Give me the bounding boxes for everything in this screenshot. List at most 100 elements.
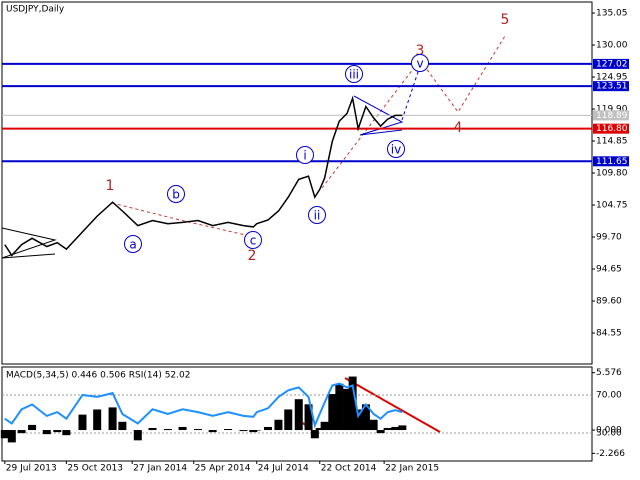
y-tick-label: 135.05	[596, 9, 628, 19]
macd-bar	[274, 419, 283, 431]
y-tick-label: 104.75	[596, 201, 628, 211]
wave-label: iii	[349, 68, 359, 82]
macd-bar	[133, 430, 142, 441]
level-box	[593, 123, 629, 134]
macd-bar	[93, 409, 102, 431]
y-tick-label: 99.70	[596, 233, 622, 243]
macd-bar	[354, 409, 363, 431]
wave-label: 3	[416, 43, 425, 59]
macd-bar	[17, 430, 26, 434]
y-tick-label: 130.00	[596, 41, 628, 51]
x-tick-label: 25 Apr 2014	[195, 464, 251, 474]
wave-circle	[296, 146, 314, 164]
macd-bar	[252, 430, 261, 431]
rsi-line	[4, 382, 403, 429]
y-tick-label: 114.85	[596, 137, 628, 147]
wave-circle	[124, 235, 142, 253]
x-tick-label: 24 Jul 2014	[258, 464, 309, 474]
wave-circle	[387, 140, 405, 158]
y-tick-label: 124.95	[596, 73, 628, 83]
y-tick-label: 84.55	[596, 329, 622, 339]
indicator-title: MACD(5,34,5) 0.446 0.506 RSI(14) 52.02	[6, 371, 190, 381]
y-tick-label: 109.80	[596, 169, 628, 179]
macd-bar	[343, 388, 352, 431]
y-tick-label: 119.90	[596, 105, 628, 115]
y-tick-label: -2.266	[596, 449, 625, 459]
trend-line	[344, 377, 441, 433]
macd-bar	[148, 427, 157, 431]
macd-bar	[320, 421, 329, 431]
wave-label: 1	[106, 178, 115, 194]
y2-tick-label: 30.00	[596, 428, 622, 438]
x-tick-label: 29 Jul 2013	[6, 464, 57, 474]
y-tick-label: 0.000	[596, 426, 622, 436]
level-label: 127.02	[596, 59, 628, 69]
macd-bar	[249, 430, 258, 433]
wave-label: 4	[454, 120, 463, 136]
macd-bar	[7, 430, 16, 443]
macd-bar	[383, 427, 392, 431]
x-tick-label: 22 Oct 2014	[321, 464, 377, 474]
wave-circle	[345, 65, 363, 83]
x-tick-label: 22 Jan 2015	[385, 464, 439, 474]
level-label: 116.80	[596, 124, 628, 134]
wave-label: b	[172, 188, 180, 202]
triangle-line	[1, 227, 57, 259]
macd-bar	[178, 426, 187, 431]
macd-bar	[78, 414, 87, 431]
chart-title: USDJPY,Daily	[6, 5, 65, 15]
wave-line	[321, 59, 421, 189]
wave-circle	[167, 185, 185, 203]
macd-bar	[0, 430, 9, 439]
y-tick-label: 89.60	[596, 297, 622, 307]
y2-tick-label: 70.00	[596, 391, 622, 401]
wave-circle	[308, 206, 326, 224]
macd-bar	[376, 430, 385, 434]
wave-label: 2	[248, 248, 257, 264]
macd-bar	[163, 429, 172, 431]
wave-label: v	[416, 57, 423, 71]
macd-panel	[1, 366, 593, 462]
level-box	[593, 58, 629, 69]
main-panel	[1, 1, 593, 365]
macd-bar	[62, 430, 71, 436]
y-tick-label: 94.65	[596, 265, 622, 275]
wave-label: ii	[314, 209, 321, 223]
macd-bar	[193, 429, 202, 431]
last-price-box	[593, 110, 629, 121]
wave-label: a	[129, 238, 136, 252]
wave-circle	[244, 231, 262, 249]
wave-label: c	[250, 234, 257, 248]
macd-bar	[369, 419, 378, 431]
macd-bar	[28, 424, 37, 431]
macd-bar	[224, 429, 233, 431]
x-tick-label: 25 Oct 2013	[67, 464, 123, 474]
macd-bar	[208, 430, 217, 433]
macd-bar	[391, 426, 400, 431]
macd-bar	[310, 430, 319, 439]
macd-bar	[398, 425, 407, 431]
macd-bar	[315, 427, 324, 431]
level-label: 123.51	[596, 82, 628, 92]
x-tick-label: 27 Jan 2014	[133, 464, 187, 474]
last-price-label: 118.89	[596, 111, 628, 121]
macd-bar	[108, 407, 117, 431]
wave-label: iv	[391, 143, 401, 157]
level-label: 111.65	[596, 157, 628, 167]
y-tick-label: 5.576	[596, 368, 622, 378]
macd-bar	[361, 404, 370, 431]
macd-bar	[294, 399, 303, 431]
macd-bar	[118, 421, 127, 431]
macd-bar	[335, 383, 344, 431]
wave-label: 5	[501, 12, 510, 28]
macd-bar	[284, 409, 293, 431]
macd-bar	[348, 376, 357, 431]
macd-bar	[53, 430, 62, 433]
level-box	[593, 156, 629, 167]
wave-circle	[411, 54, 429, 72]
price-line	[4, 95, 403, 257]
macd-bar	[42, 430, 51, 435]
macd-bar	[263, 426, 272, 431]
